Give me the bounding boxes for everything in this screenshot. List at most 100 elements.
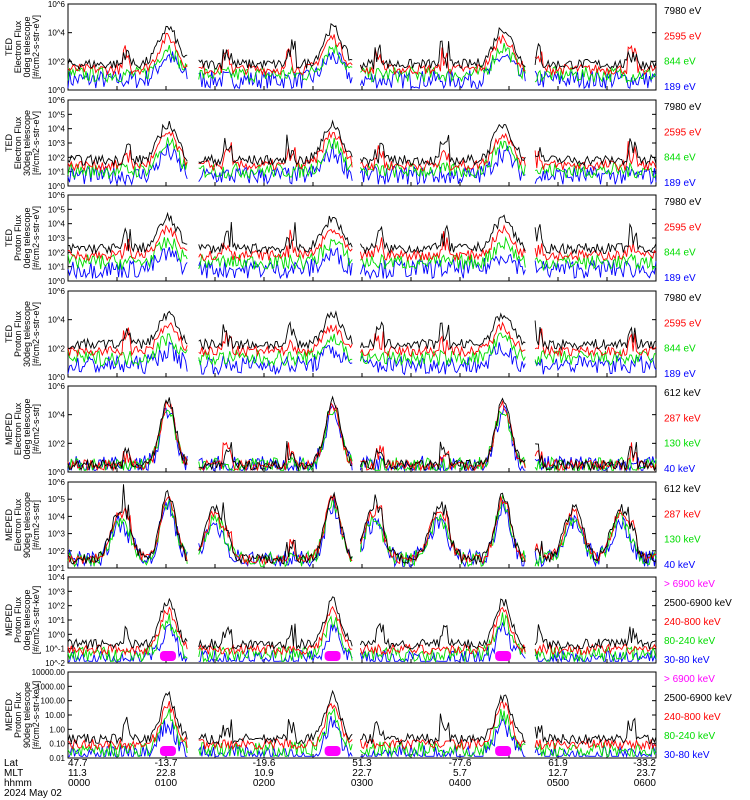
y-axis-label: Electron Flux [13,498,23,551]
panel-frame [67,3,657,91]
panel-4: 10^0 10^2 10^4 10^6 TED Proton Flux 30deg tele… [4,287,702,382]
legend-entry: 240-800 keV [664,617,721,628]
panel-frame [67,385,657,473]
y-tick-label: 10^1 [48,564,66,573]
legend-entry: 7980 eV [664,6,702,17]
y-tick-label: 10^4 [48,125,66,134]
y-tick-label: 10^4 [48,29,66,38]
series-trace [159,746,176,756]
series-trace [67,341,657,376]
legend-entry: 189 eV [664,273,696,284]
y-axis-label: TED [4,228,14,247]
series-trace [67,235,657,272]
series-trace [67,484,657,565]
y-axis-label: Proton Flux [13,310,23,357]
panel-3: 10^0 10^1 10^2 10^3 10^4 10^5 10^6 TED Proton Fl… [4,191,702,286]
y-axis-label: 0deg telescope [22,207,32,268]
footer-tick-label: 0100 [155,778,178,789]
footer-tick-label: 22.7 [352,768,372,779]
footer-tick-label: 0000 [68,778,91,789]
legend-entry: 287 keV [664,509,701,520]
y-axis-label: Electron Flux [13,116,23,169]
y-axis-label: Proton Flux [13,214,23,261]
y-tick-label: 10^6 [48,478,66,487]
series-trace [67,714,657,759]
legend-entry: 844 eV [664,153,696,164]
series-trace [324,746,341,756]
y-tick-label: 10^6 [48,191,66,200]
y-tick-label: 10^3 [48,139,66,148]
panel-5: 10^0 10^2 10^4 10^6 MEPED Electron Flux 0deg t… [4,382,701,477]
y-tick-label: 10^6 [48,0,66,9]
y-axis-label: MEPED [4,699,14,732]
series-trace [67,707,657,759]
y-tick-label: 10^2 [48,547,66,556]
y-tick-label: 10^6 [48,382,66,391]
panel-1: 10^0 10^2 10^4 10^6 TED Electron Flux 0deg tel… [4,0,702,95]
footer-tick-label: 5.7 [453,768,467,779]
y-tick-label: 10^2 [48,344,66,353]
y-tick-label: 1000.00 [36,682,65,691]
y-tick-label: 10^0 [48,630,66,639]
footer-tick-label: 61.9 [548,758,568,769]
legend-entry: 2595 eV [664,31,702,42]
panel-8: 0.01 0.10 1.00 10.00 100.00 1000.00 10000.00 ME… [4,668,732,763]
y-tick-label: 10^5 [48,110,66,119]
panel-2: 10^0 10^1 10^2 10^3 10^4 10^5 10^6 TED Electron … [4,96,702,191]
y-axis-label: [#/cm2-s-str-keV] [31,681,41,750]
series-trace [67,497,657,568]
y-tick-label: 100.00 [41,697,66,706]
footer-tick-label: 23.7 [637,768,657,779]
y-tick-label: 10^0 [48,468,66,477]
series-trace [67,404,657,473]
footer-tick-label: -19.6 [253,758,276,769]
series-trace [67,409,657,473]
legend-entry: 7980 eV [664,197,702,208]
footer-tick-label: 47.7 [68,758,88,769]
y-tick-label: 10^4 [48,512,66,521]
series-trace [67,143,657,186]
y-axis-label: TED [4,133,14,152]
y-axis-label: TED [4,324,14,343]
y-tick-label: 10000.00 [32,668,66,677]
legend-entry: 612 keV [664,388,701,399]
series-trace [495,651,512,661]
y-axis-label: [#/cm2-s-str-eV] [31,111,41,175]
y-axis-label: MEPED [4,509,14,542]
footer-tick-label: 51.3 [352,758,372,769]
y-tick-label: 10^0 [48,277,66,286]
series-trace [67,596,657,651]
series-trace [67,399,657,472]
y-axis-label: 90deg telescope [22,492,32,558]
footer-tick-label: 10.9 [254,768,274,779]
panel-7: 10^-2 10^-1 10^0 10^1 10^2 10^3 10^4 MEPED Proto… [4,573,732,668]
y-tick-label: 10^6 [48,287,66,296]
footer-row-label: hhmm [4,778,32,789]
series-trace [67,700,657,751]
footer-tick-label: 12.7 [548,768,568,779]
y-axis-label: [#/cm2-s-str] [31,404,41,454]
legend-entry: 844 eV [664,57,696,68]
y-axis-label: [#/cm2-s-str-eV] [31,206,41,270]
y-axis-label: [#/cm2-s-str-eV] [31,15,41,79]
y-tick-label: 10^2 [48,439,66,448]
footer-tick-label: -33.2 [633,758,656,769]
legend-entry: 189 eV [664,369,696,380]
series-trace [67,43,657,84]
footer-row-label: Lat [4,758,18,769]
series-trace [67,605,657,656]
footer-tick-label: 0600 [634,778,657,789]
legend-entry: 7980 eV [664,293,702,304]
y-axis-label: MEPED [4,413,14,446]
y-tick-label: 10^0 [48,373,66,382]
series-trace [67,22,657,71]
y-tick-label: 10^1 [48,168,66,177]
legend-entry: > 6900 keV [664,579,715,590]
y-tick-label: 10^0 [48,86,66,95]
y-axis-label: TED [4,37,14,56]
series-trace [68,211,657,255]
legend-entry: 130 keV [664,439,701,450]
y-tick-label: 10^5 [48,495,66,504]
y-axis-label: 30deg telescope [22,110,32,176]
legend-entry: 80-240 keV [664,731,715,742]
